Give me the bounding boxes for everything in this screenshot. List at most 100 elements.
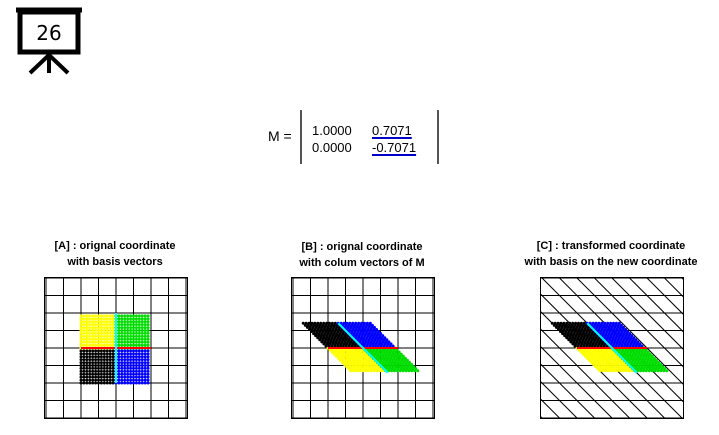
data-dot <box>88 381 92 385</box>
data-dot <box>99 375 103 379</box>
data-dot <box>129 320 133 324</box>
data-dot <box>120 366 124 370</box>
data-dot <box>79 358 83 362</box>
data-dot <box>132 378 136 382</box>
data-dot <box>82 343 86 347</box>
data-dot <box>105 323 109 327</box>
data-dot <box>140 363 144 367</box>
data-dot <box>94 352 98 356</box>
data-dot <box>126 343 130 347</box>
data-dot <box>129 349 133 353</box>
data-dot <box>137 320 141 324</box>
data-dot <box>82 340 86 344</box>
data-dot <box>99 337 103 341</box>
data-dot <box>377 330 381 334</box>
data-dot <box>123 366 127 370</box>
data-dot <box>126 352 130 356</box>
data-dot <box>123 375 127 379</box>
data-dot <box>79 328 83 332</box>
data-dot <box>99 334 103 338</box>
data-dot <box>102 323 106 327</box>
data-dot <box>137 366 141 370</box>
data-dot <box>134 366 138 370</box>
data-dot <box>79 334 83 338</box>
data-dot <box>79 369 83 373</box>
data-dot <box>137 358 141 362</box>
data-dot <box>117 363 121 367</box>
data-dot <box>94 369 98 373</box>
data-dot <box>117 372 121 376</box>
data-dot <box>325 321 329 325</box>
data-dot <box>79 320 83 324</box>
data-dot <box>91 375 95 379</box>
data-dot <box>120 340 124 344</box>
data-dot <box>94 337 98 341</box>
data-dot <box>391 344 395 348</box>
data-dot <box>559 321 563 325</box>
data-dot <box>102 320 106 324</box>
data-dot <box>137 372 141 376</box>
data-dot <box>85 349 89 353</box>
data-dot <box>550 321 554 325</box>
data-dot <box>140 331 144 335</box>
data-dot <box>85 363 89 367</box>
data-dot <box>85 375 89 379</box>
data-dot <box>91 331 95 335</box>
data-dot <box>630 334 634 338</box>
data-dot <box>134 317 138 321</box>
slide-number: 26 <box>36 21 62 45</box>
data-dot <box>82 358 86 362</box>
data-dot <box>123 358 127 362</box>
data-dot <box>99 340 103 344</box>
data-dot <box>111 334 115 338</box>
data-dot <box>85 372 89 376</box>
data-dot <box>617 321 621 325</box>
data-dot <box>97 361 101 365</box>
data-dot <box>310 321 314 325</box>
data-dot <box>126 334 130 338</box>
data-dot <box>108 326 112 330</box>
data-dot <box>140 337 144 341</box>
data-dot <box>97 366 101 370</box>
data-dot <box>632 336 636 340</box>
data-dot <box>88 317 92 321</box>
data-dot <box>140 366 144 370</box>
data-dot <box>134 361 138 365</box>
data-dot <box>105 372 109 376</box>
data-dot <box>397 350 401 354</box>
data-dot <box>82 375 86 379</box>
data-dot <box>91 323 95 327</box>
data-dot <box>143 314 147 318</box>
data-dot <box>143 334 147 338</box>
data-dot <box>123 314 127 318</box>
data-dot <box>403 356 407 360</box>
data-dot <box>129 361 133 365</box>
data-dot <box>143 331 147 335</box>
data-dot <box>328 321 332 325</box>
data-dot <box>108 349 112 353</box>
data-dot <box>143 381 147 385</box>
data-dot <box>99 331 103 335</box>
data-dot <box>146 331 150 335</box>
data-dot <box>97 340 101 344</box>
data-dot <box>85 343 89 347</box>
data-dot <box>132 323 136 327</box>
data-dot <box>117 352 121 356</box>
data-dot <box>120 343 124 347</box>
data-dot <box>97 381 101 385</box>
data-dot <box>129 366 133 370</box>
data-dot <box>126 337 130 341</box>
data-dot <box>117 317 121 321</box>
data-dot <box>105 340 109 344</box>
data-dot <box>82 361 86 365</box>
data-dot <box>134 378 138 382</box>
data-dot <box>120 355 124 359</box>
data-dot <box>134 352 138 356</box>
data-dot <box>120 352 124 356</box>
data-dot <box>99 366 103 370</box>
data-dot <box>126 323 130 327</box>
data-dot <box>102 352 106 356</box>
data-dot <box>134 349 138 353</box>
data-dot <box>126 381 130 385</box>
matrix-cell-r1c2: 0.7071 <box>372 123 412 138</box>
